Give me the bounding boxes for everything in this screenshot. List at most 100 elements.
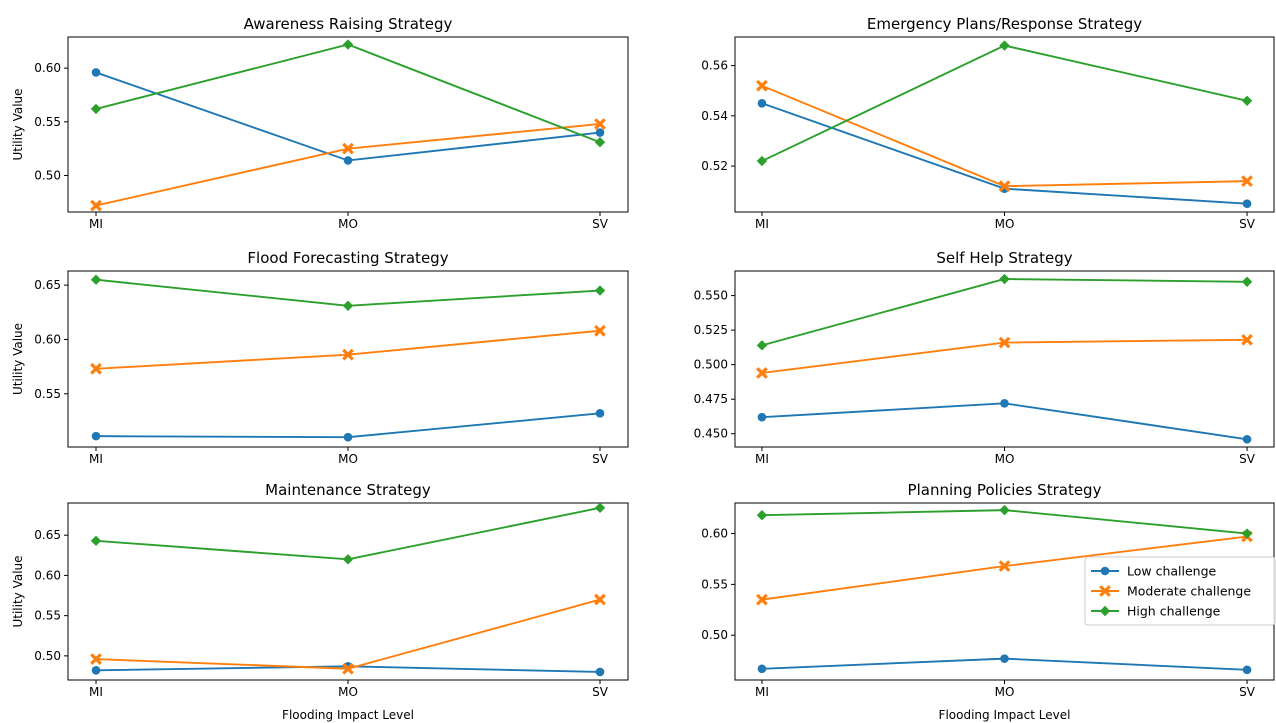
x-tick-label: MO [995, 217, 1015, 231]
data-point [1242, 665, 1252, 675]
legend-item: Moderate challenge [1091, 584, 1251, 599]
x-tick-label: MO [338, 685, 358, 699]
data-point [756, 155, 768, 167]
legend-item: High challenge [1091, 604, 1221, 619]
data-point [999, 40, 1010, 51]
x-tick-label: MO [338, 452, 358, 466]
x-tick-label: SV [592, 685, 609, 699]
x-tick-label: MI [755, 217, 769, 231]
data-point [1241, 528, 1253, 539]
data-point [757, 98, 767, 108]
x-tick-label: MI [755, 452, 769, 466]
data-point [1241, 333, 1253, 346]
subplot-3: Flood Forecasting Strategy MI MO SV 0.55 0.60… [11, 249, 629, 466]
data-point [91, 431, 101, 441]
y-tick-label: 0.500 [694, 358, 728, 372]
y-tick-label: 0.50 [701, 628, 728, 642]
data-point [342, 554, 354, 565]
data-point [90, 199, 102, 212]
data-point [595, 667, 605, 677]
series-high-challenge [90, 502, 606, 565]
series-high-challenge [756, 273, 1253, 351]
data-point [342, 39, 354, 50]
y-tick-label: 0.60 [701, 527, 728, 541]
x-tick-label: SV [592, 217, 609, 231]
series-high-challenge [90, 274, 606, 311]
data-point [756, 340, 768, 351]
x-tick-label: SV [1239, 452, 1256, 466]
subplot-title: Self Help Strategy [936, 249, 1072, 267]
data-point [1242, 434, 1252, 444]
series-line [95, 43, 601, 144]
data-point [91, 68, 101, 77]
x-axis-label: Flooding Impact Level [939, 708, 1071, 722]
data-point [594, 118, 606, 130]
series-line [761, 84, 1248, 188]
y-axis-label: Utility Value [11, 88, 25, 160]
series-line [95, 506, 601, 561]
data-point [594, 502, 606, 514]
data-point [757, 664, 767, 674]
subplot-4: Self Help Strategy MI MO SV 0.450 0.475 0.500 0… [694, 249, 1275, 466]
data-point [1000, 654, 1009, 663]
subplot-title: Maintenance Strategy [265, 481, 431, 499]
subplot-title: Flood Forecasting Strategy [247, 249, 448, 267]
y-tick-label: 0.60 [34, 568, 61, 582]
legend-label: Low challenge [1127, 564, 1217, 579]
x-tick-label: MI [89, 452, 103, 466]
data-point [1242, 199, 1252, 209]
series-line [95, 598, 601, 670]
y-tick-label: 0.50 [34, 649, 61, 663]
data-point [90, 535, 102, 547]
data-point [756, 593, 768, 606]
data-point [594, 324, 606, 337]
data-point [1241, 95, 1253, 106]
series-moderate-challenge [90, 118, 606, 212]
series-high-challenge [756, 504, 1253, 539]
data-point [1241, 175, 1253, 187]
legend-label: High challenge [1127, 604, 1221, 619]
data-point [90, 103, 102, 115]
y-tick-label: 0.60 [34, 332, 61, 346]
subplot-title: Emergency Plans/Response Strategy [867, 15, 1142, 33]
data-point [90, 274, 102, 285]
y-tick-label: 0.525 [694, 323, 728, 337]
x-tick-label: SV [1239, 685, 1256, 699]
y-tick-label: 0.50 [34, 168, 61, 182]
y-tick-label: 0.56 [701, 59, 728, 73]
series-low-challenge [757, 654, 1252, 675]
series-low-challenge [91, 409, 605, 442]
series-line [761, 278, 1248, 347]
data-point [756, 510, 768, 521]
legend-box [1084, 556, 1276, 626]
data-point [343, 432, 353, 442]
data-point [1241, 276, 1253, 287]
data-point [91, 666, 101, 675]
y-tick-label: 0.65 [34, 528, 61, 542]
data-point [998, 180, 1011, 193]
data-point [342, 300, 354, 311]
legend-marker [1099, 605, 1111, 617]
series-line [95, 329, 601, 370]
data-point [999, 504, 1010, 516]
x-tick-label: MO [995, 685, 1015, 699]
x-tick-label: MO [338, 217, 358, 231]
x-tick-label: SV [592, 452, 609, 466]
axes-frame [67, 502, 629, 681]
data-point [1000, 399, 1009, 408]
data-point [342, 348, 354, 361]
series-low-challenge [757, 399, 1252, 444]
series-moderate-challenge [756, 79, 1253, 193]
x-tick-label: MI [755, 685, 769, 699]
y-tick-label: 0.52 [701, 159, 728, 173]
subplot-5: Maintenance Strategy MI MO SV 0.50 0.55 0.60 0.… [11, 481, 629, 722]
series-line [761, 44, 1248, 162]
legend-marker [1100, 566, 1110, 576]
y-tick-label: 0.55 [34, 609, 61, 623]
legend-item: Low challenge [1091, 564, 1217, 579]
data-point [594, 285, 606, 296]
y-axis-label: Utility Value [11, 323, 25, 395]
subplot-1: Awareness Raising Strategy MI MO SV 0.50 0.55… [11, 15, 629, 231]
y-tick-label: 0.60 [34, 61, 61, 75]
